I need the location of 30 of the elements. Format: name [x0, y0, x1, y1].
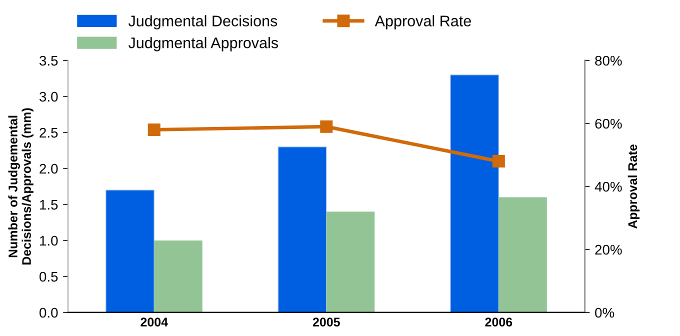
point	[492, 155, 505, 168]
legend-label: Judgmental Decisions	[128, 15, 278, 30]
y-axis-title: Number of Judgemental Decisions/Approvals (mm)	[8, 108, 34, 264]
x-tick-label: 2006	[485, 318, 512, 327]
bar	[326, 212, 375, 312]
y2-tick-label: 40%	[594, 182, 622, 192]
y-tick-label: 0.0	[40, 308, 58, 318]
bar	[278, 146, 327, 312]
x-tick-label: 2004	[140, 318, 168, 327]
y-tick-label: 3.5	[40, 56, 58, 66]
y-tick-label: 2.5	[40, 128, 58, 138]
y-tick-label: 1.5	[40, 200, 58, 210]
y2-tick-label: 0%	[595, 308, 614, 318]
y2-axis-title: Approval Rate	[628, 144, 640, 229]
point	[320, 120, 333, 133]
y-tick-label: 1.0	[40, 236, 58, 246]
bar	[106, 190, 154, 312]
legend-label: Judgmental Approvals	[128, 37, 278, 52]
x-tick-label: 2005	[312, 318, 340, 327]
y2-tick-label: 60%	[595, 118, 622, 129]
y2-tick-label: 20%	[595, 244, 622, 255]
y-tick-label: 2.0	[40, 164, 58, 174]
y2-tick-label: 80%	[595, 56, 622, 66]
y-tick-label: 3.0	[40, 92, 58, 102]
legend-label: Approval Rate	[374, 15, 471, 30]
bar	[450, 74, 500, 312]
y-tick-label: 0.5	[40, 272, 58, 282]
bar	[154, 240, 202, 312]
point	[148, 124, 160, 136]
bar	[498, 197, 547, 312]
